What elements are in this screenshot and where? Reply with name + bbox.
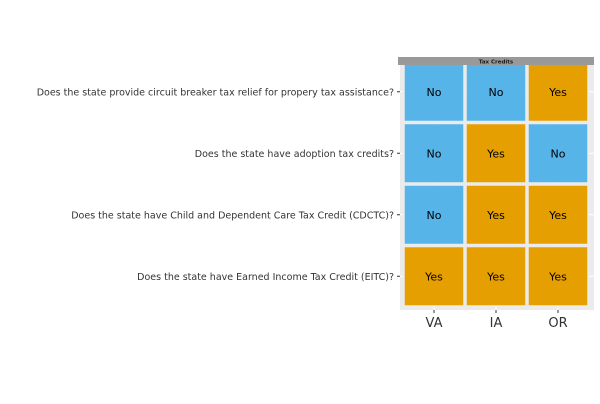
axes: VA IA OR Does the state provide circuit bre… bbox=[37, 87, 568, 331]
heatmap-cell-ia-row-4 bbox=[465, 245, 527, 307]
facet-strip: Tax Credits bbox=[398, 57, 594, 66]
heatmap-cell-va-row-2 bbox=[403, 122, 465, 184]
cell-label: No bbox=[427, 147, 442, 160]
x-tick-label-or: OR bbox=[548, 316, 567, 331]
heatmap-cell-va-row-3 bbox=[403, 184, 465, 246]
heatmap-cell-or-row-1 bbox=[527, 61, 589, 123]
cell-label: No bbox=[551, 147, 566, 160]
cell-label: No bbox=[427, 86, 442, 99]
y-tick-label-1: Does the state provide circuit breaker t… bbox=[37, 87, 394, 98]
facet-title: Tax Credits bbox=[479, 60, 514, 66]
y-tick-label-3: Does the state have Child and Dependent … bbox=[71, 210, 394, 221]
cell-labels: No No Yes No Yes No No Yes Yes Yes Yes Yes bbox=[424, 86, 567, 284]
heatmap-cells bbox=[403, 61, 589, 307]
heatmap-cell-or-row-3 bbox=[527, 184, 589, 246]
cell-label: Yes bbox=[548, 209, 567, 222]
cell-label: Yes bbox=[486, 147, 505, 160]
heatmap-cell-va-row-4 bbox=[403, 245, 465, 307]
cell-label: Yes bbox=[548, 270, 567, 283]
heatmap-cell-or-row-4 bbox=[527, 245, 589, 307]
cell-label: Yes bbox=[486, 209, 505, 222]
facet-strip-background bbox=[398, 57, 594, 65]
x-tick-label-va: VA bbox=[426, 316, 443, 331]
cell-label: Yes bbox=[548, 86, 567, 99]
heatmap-cell-ia-row-3 bbox=[465, 184, 527, 246]
y-tick-label-2: Does the state have adoption tax credits… bbox=[195, 149, 394, 160]
cell-label: No bbox=[427, 209, 442, 222]
heatmap-cell-or-row-2 bbox=[527, 122, 589, 184]
y-tick-label-4: Does the state have Earned Income Tax Cr… bbox=[137, 272, 394, 283]
cell-label: No bbox=[489, 86, 504, 99]
cell-label: Yes bbox=[486, 270, 505, 283]
heatmap-cell-ia-row-2 bbox=[465, 122, 527, 184]
x-tick-label-ia: IA bbox=[490, 316, 503, 331]
cell-label: Yes bbox=[424, 270, 443, 283]
